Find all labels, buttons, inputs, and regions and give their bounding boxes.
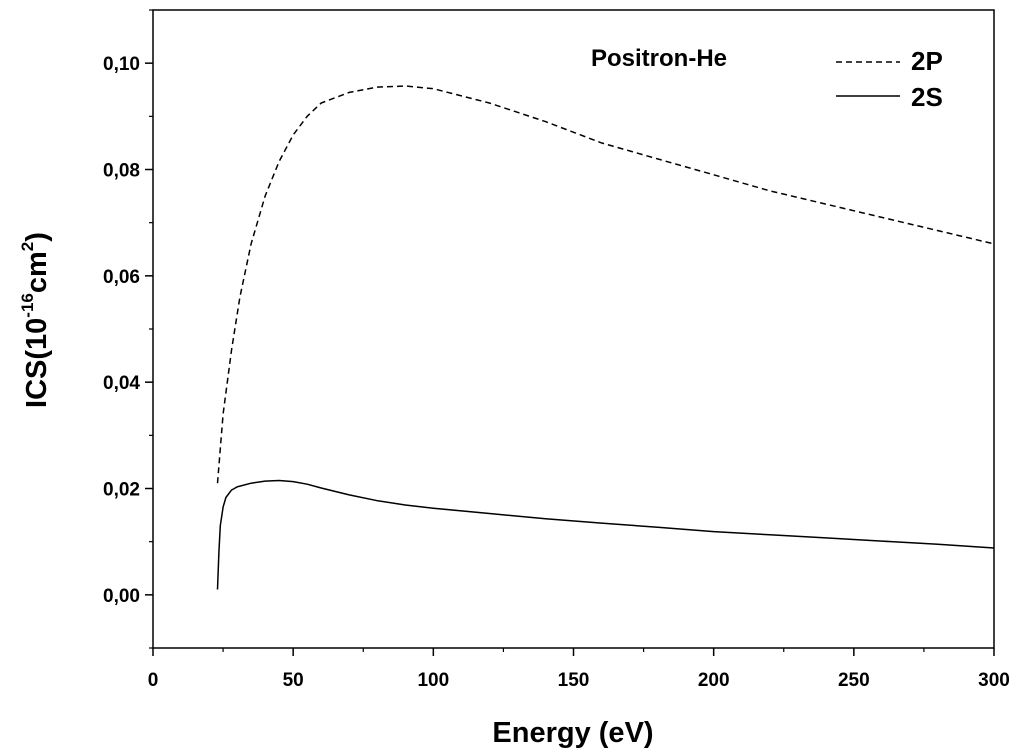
legend-label-2p: 2P [911, 46, 943, 76]
y-axis-title-mid: cm [21, 251, 53, 293]
legend: 2P 2S [836, 46, 943, 112]
y-tick-label-1: 0,02 [103, 480, 140, 501]
y-tick-label-0: 0,00 [103, 586, 140, 607]
y-tick-label-2: 0,04 [103, 373, 140, 394]
plot-frame [152, 9, 995, 649]
annotation-label: Positron-He [591, 45, 727, 72]
y-axis-title-suffix: ) [21, 232, 53, 242]
legend-label-2s: 2S [911, 82, 943, 112]
y-axis-title-prefix: ICS(10 [21, 318, 53, 408]
x-tick-label-2: 100 [417, 670, 449, 691]
x-axis-title: Energy (eV) [492, 717, 653, 749]
y-axis-title-exp1: -16 [18, 293, 37, 318]
x-tick-label-0: 0 [148, 670, 159, 691]
y-axis-ticks: 0,00 0,02 0,04 0,06 0,08 0,10 [103, 9, 153, 649]
x-axis-ticks: 0 50 100 150 200 250 300 [148, 648, 1010, 691]
x-tick-label-6: 300 [978, 670, 1010, 691]
x-tick-label-1: 50 [283, 670, 304, 691]
series-line-2s [216, 479, 995, 590]
series-line-2p [216, 85, 995, 484]
series-layer [216, 85, 995, 590]
y-axis-title: ICS(10-16cm2) [18, 232, 53, 408]
y-axis-title-exp2: 2 [18, 242, 37, 251]
x-tick-label-5: 250 [838, 670, 870, 691]
y-tick-label-4: 0,08 [103, 161, 140, 182]
x-tick-label-4: 200 [698, 670, 730, 691]
y-tick-label-5: 0,10 [103, 54, 140, 75]
x-tick-label-3: 150 [558, 670, 590, 691]
y-tick-label-3: 0,06 [103, 267, 140, 288]
